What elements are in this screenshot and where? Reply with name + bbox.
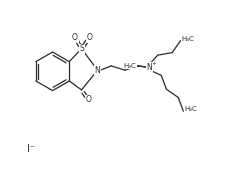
Text: H₃C: H₃C — [124, 63, 137, 69]
Text: O: O — [85, 95, 91, 104]
Text: O: O — [72, 33, 78, 42]
Text: N: N — [146, 63, 152, 72]
Text: O: O — [87, 33, 93, 42]
Text: H₃C: H₃C — [182, 36, 195, 42]
Text: S: S — [79, 44, 84, 53]
Text: H₃C: H₃C — [185, 106, 197, 112]
Text: I⁻: I⁻ — [27, 144, 35, 154]
Text: N: N — [95, 66, 100, 75]
Text: +: + — [151, 61, 156, 66]
